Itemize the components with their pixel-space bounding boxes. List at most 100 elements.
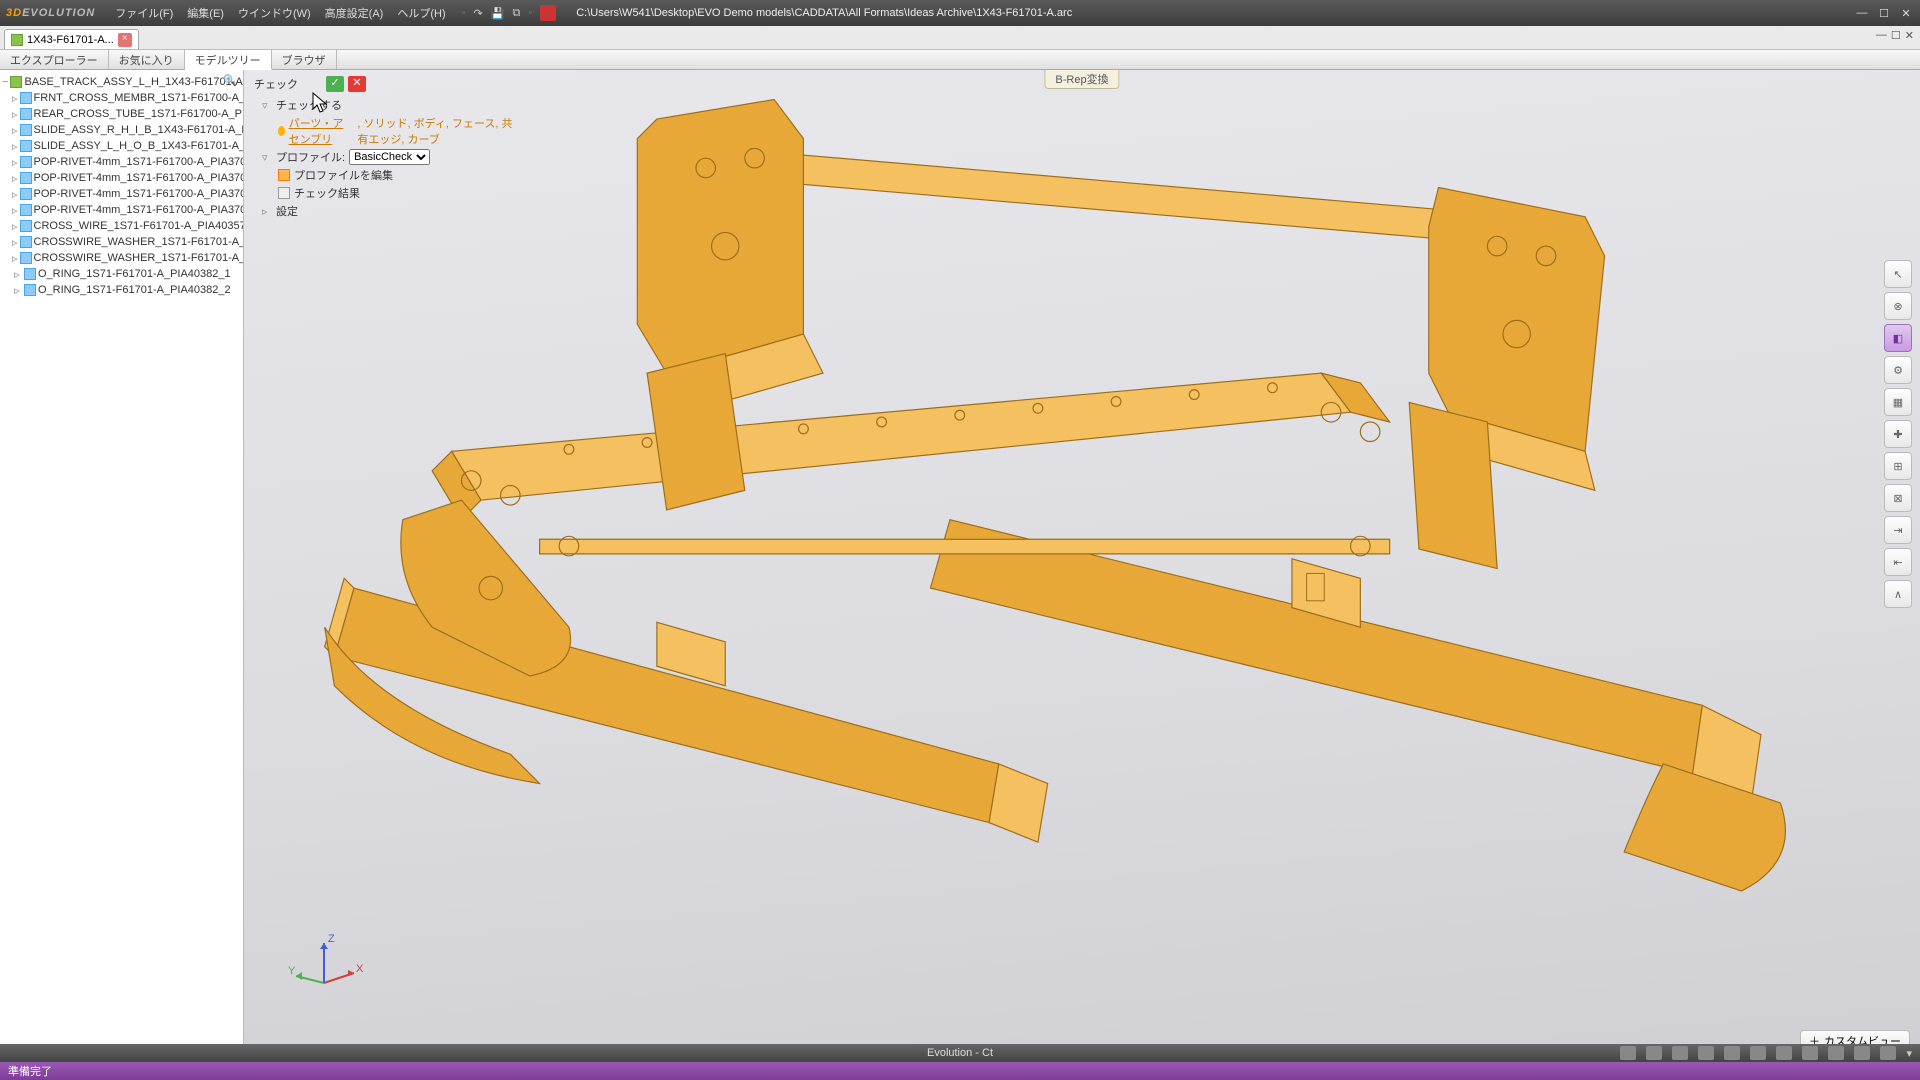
status-icon[interactable]: [1802, 1046, 1818, 1060]
rtool-button-7[interactable]: ⊠: [1884, 484, 1912, 512]
tree-item[interactable]: ▹CROSS_WIRE_1S71-F61701-A_PIA40357_1: [2, 218, 241, 234]
tree-root-label[interactable]: BASE_TRACK_ASSY_L_H_1X43-F61701-A: [24, 76, 242, 88]
rtool-button-10[interactable]: ∧: [1884, 580, 1912, 608]
rtool-button-5[interactable]: ✚: [1884, 420, 1912, 448]
tree-item[interactable]: ▹SLIDE_ASSY_L_H_O_B_1X43-F61701-A_PIA376…: [2, 138, 241, 154]
tb-save-icon[interactable]: 💾: [491, 7, 505, 20]
tb-copy-icon[interactable]: ⧉: [512, 7, 520, 20]
status-icon[interactable]: [1724, 1046, 1740, 1060]
status-icon[interactable]: [1776, 1046, 1792, 1060]
search-icon[interactable]: 🔍: [223, 74, 237, 87]
model-tree: − BASE_TRACK_ASSY_L_H_1X43-F61701-A ▹ FRNT_…: [0, 70, 243, 302]
tree-item-label: REAR_CROSS_TUBE_1S71-F61700-A_PIA37091_1: [34, 108, 244, 120]
tb-open-icon[interactable]: ↷: [474, 7, 483, 20]
viewport-3d[interactable]: B-Rep変換 チェック ✓ ✕ ▿チェックする パーツ・アセンブリ, ソリッド…: [244, 70, 1920, 1058]
doc-maximize[interactable]: ☐: [1891, 29, 1901, 42]
tree-expand-icon[interactable]: ▹: [12, 220, 18, 233]
tab-browser[interactable]: ブラウザ: [272, 50, 337, 69]
tree-item-label: CROSSWIRE_WASHER_1S71-F61701-A_PIA40379_…: [34, 252, 244, 264]
tree-expand-icon[interactable]: ▹: [12, 252, 18, 265]
rtool-button-8[interactable]: ⇥: [1884, 516, 1912, 544]
tree-expand-icon[interactable]: ▿: [262, 99, 272, 112]
doc-minimize[interactable]: —: [1876, 29, 1887, 42]
tree-expand-icon[interactable]: ▹: [12, 156, 18, 169]
tree-expand-icon[interactable]: ▹: [12, 268, 22, 281]
tree-item[interactable]: ▹SLIDE_ASSY_R_H_I_B_1X43-F61701-A_PIA376…: [2, 122, 241, 138]
tree-item-label: O_RING_1S71-F61701-A_PIA40382_2: [38, 284, 231, 296]
part-icon: [20, 156, 32, 168]
part-icon: [20, 252, 32, 264]
tab-explorer[interactable]: エクスプローラー: [0, 50, 109, 69]
rtool-button-9[interactable]: ⇤: [1884, 548, 1912, 576]
close-button[interactable]: ✕: [1898, 7, 1914, 20]
part-icon: [20, 204, 32, 216]
menu-edit[interactable]: 編集(E): [187, 5, 224, 21]
status-icon[interactable]: [1672, 1046, 1688, 1060]
status-icon[interactable]: [1620, 1046, 1636, 1060]
status-icon[interactable]: [1698, 1046, 1714, 1060]
status-center: Evolution - Ct: [927, 1047, 993, 1059]
tree-item[interactable]: ▹ O_RING_1S71-F61701-A_PIA40382_2: [2, 282, 241, 298]
tab-favorites[interactable]: お気に入り: [109, 50, 185, 69]
rtool-button-4[interactable]: ▦: [1884, 388, 1912, 416]
status-icon[interactable]: [1646, 1046, 1662, 1060]
document-tabs: 1X43-F61701-A... × — ☐ ✕: [0, 26, 1920, 50]
tree-expand-icon[interactable]: ▹: [12, 172, 18, 185]
tree-item[interactable]: ▹POP-RIVET-4mm_1S71-F61700-A_PIA37097_4: [2, 202, 241, 218]
right-toolbar: ↖ ⊗ ◧ ⚙ ▦ ✚ ⊞ ⊠ ⇥ ⇤ ∧: [1884, 260, 1914, 608]
tree-item-label: FRNT_CROSS_MEMBR_1S71-F61700-A_PIA37072_…: [34, 92, 244, 104]
svg-text:Y: Y: [288, 965, 296, 977]
minimize-button[interactable]: —: [1854, 7, 1870, 20]
toolbar-icons: ◦ ↷ 💾 ⧉ ◦: [462, 5, 557, 21]
status-icon[interactable]: [1828, 1046, 1844, 1060]
tree-expand-icon[interactable]: ▹: [12, 204, 18, 217]
tree-collapse-icon[interactable]: ▹: [262, 205, 272, 218]
menu-window[interactable]: ウインドウ(W): [238, 5, 311, 21]
tree-item[interactable]: ▹POP-RIVET-4mm_1S71-F61700-A_PIA37097_2: [2, 170, 241, 186]
menu-file[interactable]: ファイル(F): [115, 5, 173, 21]
tree-item-label: POP-RIVET-4mm_1S71-F61700-A_PIA37097_1: [34, 156, 244, 168]
status-dropdown-icon[interactable]: ▾: [1906, 1047, 1912, 1060]
part-icon: [20, 124, 32, 136]
maximize-button[interactable]: ☐: [1876, 7, 1892, 20]
model-tree-panel: 🔍 − BASE_TRACK_ASSY_L_H_1X43-F61701-A ▹ FRN…: [0, 70, 244, 1058]
tree-item[interactable]: ▹ FRNT_CROSS_MEMBR_1S71-F61700-A_PIA37072…: [2, 90, 241, 106]
axis-triad: XYZ: [284, 928, 364, 1008]
tree-expand-icon[interactable]: ▹: [12, 108, 18, 121]
rtool-button-6[interactable]: ⊞: [1884, 452, 1912, 480]
status-icon[interactable]: [1854, 1046, 1870, 1060]
tree-expand-icon[interactable]: −: [2, 76, 8, 88]
tree-item[interactable]: ▹ POP-RIVET-4mm_1S71-F61700-A_PIA37097_3: [2, 186, 241, 202]
tree-expand-icon[interactable]: ▿: [262, 151, 272, 164]
tree-expand-icon[interactable]: ▹: [12, 92, 18, 105]
rtool-button-3[interactable]: ⚙: [1884, 356, 1912, 384]
tree-item[interactable]: ▹ POP-RIVET-4mm_1S71-F61700-A_PIA37097_1: [2, 154, 241, 170]
rtool-button-0[interactable]: ↖: [1884, 260, 1912, 288]
doc-icon: [278, 187, 290, 199]
tree-expand-icon[interactable]: ▹: [12, 188, 18, 201]
tree-item-label: POP-RIVET-4mm_1S71-F61700-A_PIA37097_3: [34, 188, 244, 200]
status-icon[interactable]: [1750, 1046, 1766, 1060]
tree-item[interactable]: ▹ CROSSWIRE_WASHER_1S71-F61701-A_PIA40379…: [2, 250, 241, 266]
part-icon: [20, 188, 32, 200]
rtool-button-1[interactable]: ⊗: [1884, 292, 1912, 320]
document-tab[interactable]: 1X43-F61701-A... ×: [4, 29, 139, 49]
tree-expand-icon[interactable]: ▹: [12, 236, 18, 249]
tab-modeltree[interactable]: モデルツリー: [185, 50, 272, 70]
tree-expand-icon[interactable]: ▹: [12, 124, 18, 137]
tree-item[interactable]: ▹O_RING_1S71-F61701-A_PIA40382_1: [2, 266, 241, 282]
part-icon: [20, 220, 32, 232]
tb-stop-icon[interactable]: [540, 5, 556, 21]
tree-item[interactable]: ▹ REAR_CROSS_TUBE_1S71-F61700-A_PIA37091_…: [2, 106, 241, 122]
main-menu: ファイル(F) 編集(E) ウインドウ(W) 高度設定(A) ヘルプ(H): [115, 5, 445, 21]
rtool-button-2[interactable]: ◧: [1884, 324, 1912, 352]
document-tab-close[interactable]: ×: [118, 33, 132, 47]
title-path: C:\Users\W541\Desktop\EVO Demo models\CA…: [576, 7, 1854, 19]
doc-close[interactable]: ✕: [1905, 29, 1914, 42]
menu-advanced[interactable]: 高度設定(A): [325, 5, 384, 21]
menu-help[interactable]: ヘルプ(H): [397, 5, 445, 21]
tree-item[interactable]: ▹CROSSWIRE_WASHER_1S71-F61701-A_PIA40379…: [2, 234, 241, 250]
status-icon[interactable]: [1880, 1046, 1896, 1060]
tree-expand-icon[interactable]: ▹: [12, 140, 18, 153]
tree-expand-icon[interactable]: ▹: [12, 284, 22, 297]
